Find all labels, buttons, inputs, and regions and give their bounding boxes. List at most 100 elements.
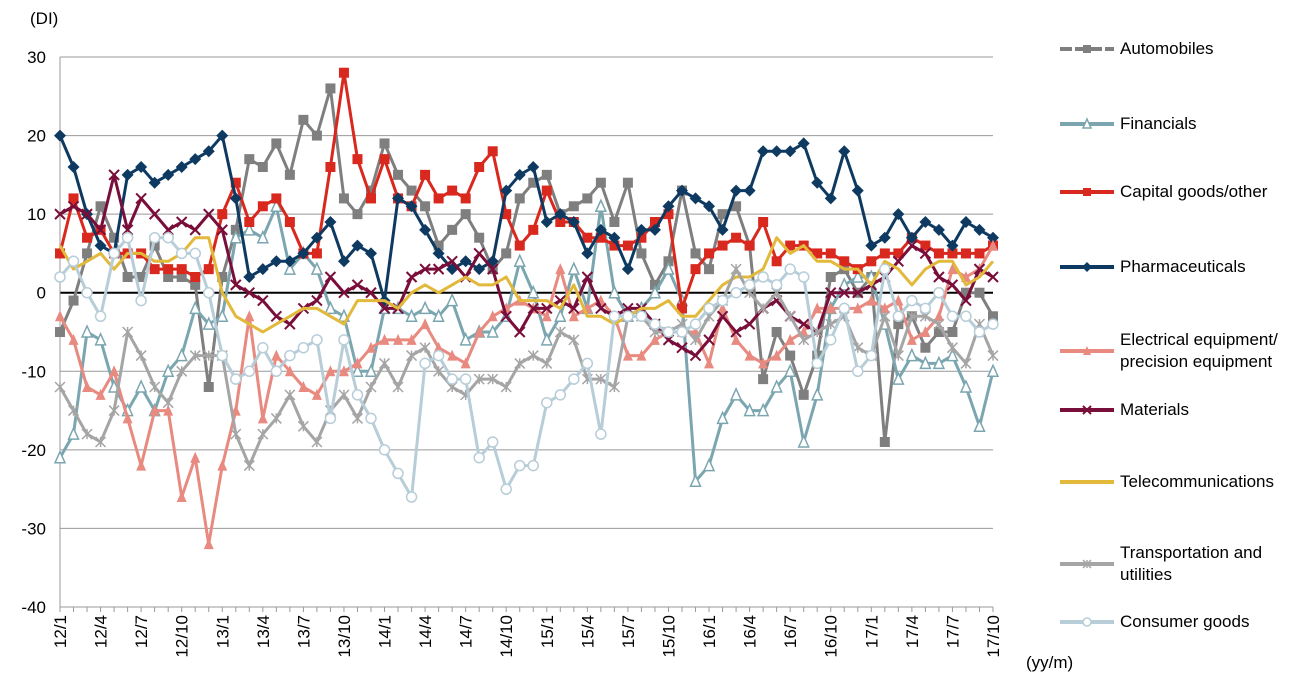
marker <box>283 261 297 275</box>
marker <box>54 208 66 220</box>
marker <box>784 310 796 322</box>
marker <box>770 145 783 158</box>
marker <box>378 302 391 315</box>
marker <box>148 231 161 244</box>
marker <box>190 279 201 290</box>
marker <box>946 279 959 291</box>
marker <box>392 192 405 205</box>
marker <box>473 247 485 260</box>
marker <box>203 264 214 275</box>
marker <box>135 294 147 307</box>
marker <box>527 284 540 299</box>
marker <box>500 381 512 393</box>
marker <box>758 217 769 227</box>
marker <box>203 208 215 220</box>
marker <box>756 402 770 417</box>
marker <box>419 223 432 236</box>
marker <box>824 192 837 205</box>
marker <box>175 216 188 228</box>
marker <box>53 449 67 464</box>
marker <box>960 310 972 323</box>
marker <box>797 318 810 330</box>
marker <box>243 460 255 472</box>
marker <box>229 229 242 244</box>
x-tick-label: 14/10 <box>497 615 516 658</box>
marker <box>920 326 931 337</box>
marker <box>567 216 580 228</box>
marker <box>717 302 728 314</box>
marker <box>366 185 376 196</box>
marker <box>338 193 349 204</box>
marker <box>230 224 241 235</box>
marker <box>163 264 174 275</box>
marker <box>351 239 364 252</box>
marker <box>352 357 363 369</box>
marker <box>257 412 268 424</box>
marker <box>541 169 552 180</box>
marker <box>176 272 187 282</box>
marker <box>920 342 931 353</box>
marker <box>135 192 147 205</box>
marker <box>649 318 661 330</box>
marker <box>244 217 255 227</box>
marker <box>474 232 485 243</box>
marker <box>379 138 390 149</box>
marker <box>919 302 932 315</box>
marker <box>257 294 269 307</box>
legend-item: Consumer goods <box>1058 600 1314 644</box>
marker <box>663 256 674 267</box>
marker <box>933 310 944 322</box>
marker <box>95 436 107 448</box>
marker <box>785 333 796 345</box>
marker <box>230 428 242 440</box>
marker <box>986 363 1000 378</box>
y-tick-label: 20 <box>27 127 46 146</box>
marker <box>581 357 594 370</box>
marker <box>94 239 107 252</box>
series-line <box>58 236 994 499</box>
marker <box>203 538 214 550</box>
marker <box>325 83 336 94</box>
marker <box>284 349 296 362</box>
marker <box>514 193 525 204</box>
marker <box>811 357 823 370</box>
marker <box>162 397 174 409</box>
marker <box>81 208 93 220</box>
marker <box>459 373 472 385</box>
marker <box>1082 559 1092 569</box>
marker <box>676 184 688 197</box>
marker <box>905 231 918 244</box>
marker <box>838 145 851 158</box>
marker <box>1081 117 1093 129</box>
marker <box>731 232 742 243</box>
marker <box>581 247 594 260</box>
marker <box>55 327 65 337</box>
marker <box>879 302 890 314</box>
marker <box>594 198 608 213</box>
marker <box>121 168 134 181</box>
marker <box>622 310 634 323</box>
marker <box>1082 617 1092 627</box>
marker <box>445 292 459 307</box>
marker <box>82 232 93 243</box>
x-tick-label: 16/4 <box>741 615 760 648</box>
marker <box>352 209 363 220</box>
marker <box>838 277 851 291</box>
marker <box>121 231 134 244</box>
marker <box>824 334 837 346</box>
marker <box>541 310 552 322</box>
marker <box>379 333 390 345</box>
marker <box>136 272 147 282</box>
marker <box>582 193 593 204</box>
marker <box>567 261 580 275</box>
marker <box>879 248 890 259</box>
legend-item: Capital goods/other <box>1058 170 1314 214</box>
legend-item: Telecommunications <box>1058 460 1314 504</box>
marker <box>852 302 863 314</box>
marker <box>311 294 323 307</box>
marker <box>730 263 742 275</box>
marker <box>486 263 499 275</box>
x-tick-label: 14/1 <box>376 615 395 648</box>
marker <box>257 428 269 440</box>
legend-label: Consumer goods <box>1120 612 1250 631</box>
